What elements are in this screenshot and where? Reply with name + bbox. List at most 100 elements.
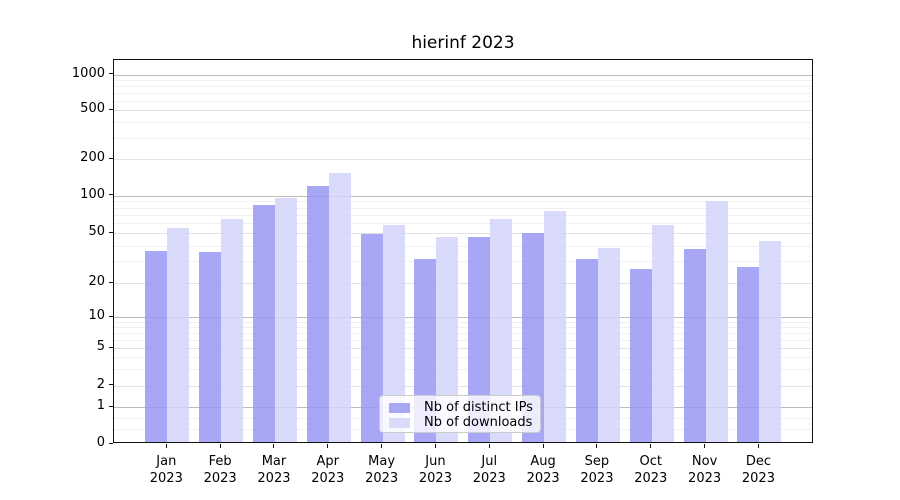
bar-downloads-mar <box>274 198 297 442</box>
plot-area: Nb of distinct IPs Nb of downloads <box>113 59 813 443</box>
y-tick-mark <box>109 281 113 283</box>
y-tick-label: 1 <box>96 398 105 414</box>
decade-gridline <box>114 74 812 76</box>
y-tick-label: 200 <box>80 150 105 166</box>
y-tick-label: 5 <box>96 339 105 355</box>
x-tick-mark <box>704 444 706 448</box>
minor-gridline <box>114 327 812 329</box>
legend-entry-downloads: Nb of downloads <box>389 415 533 430</box>
legend-swatch-distinct-ips <box>389 402 410 413</box>
minor-gridline <box>114 86 812 88</box>
bar-downloads-jan <box>167 228 190 442</box>
x-tick-label: Aug 2023 <box>526 454 560 486</box>
bar-downloads-jul <box>490 218 513 442</box>
decade-gridline <box>114 195 812 197</box>
bar-distinct-ips-aug <box>522 232 545 442</box>
y-tick-label: 500 <box>80 101 105 116</box>
x-tick-label: Jul 2023 <box>472 454 506 486</box>
bar-distinct-ips-mar <box>252 204 275 442</box>
minor-gridline <box>114 333 812 335</box>
x-tick-label: Dec 2023 <box>741 454 775 486</box>
y-tick-mark <box>109 73 113 75</box>
x-tick-mark <box>650 444 652 448</box>
y-tick-label: 0 <box>96 435 105 450</box>
major-gridline <box>114 283 812 285</box>
bar-downloads-aug <box>544 210 567 442</box>
legend-swatch-downloads <box>389 417 410 428</box>
minor-gridline <box>114 369 812 371</box>
y-tick-mark <box>109 231 113 233</box>
bar-distinct-ips-oct <box>629 269 652 442</box>
minor-gridline <box>114 207 812 209</box>
bar-distinct-ips-jul <box>468 237 491 442</box>
bar-downloads-jun <box>436 237 459 442</box>
y-tick-label: 20 <box>88 274 105 290</box>
major-gridline <box>114 348 812 350</box>
bar-downloads-oct <box>651 225 674 442</box>
minor-gridline <box>114 223 812 225</box>
minor-gridline <box>114 92 812 94</box>
legend-entry-distinct-ips: Nb of distinct IPs <box>389 400 533 415</box>
x-tick-mark <box>165 444 167 448</box>
minor-gridline <box>114 201 812 203</box>
x-tick-mark <box>327 444 329 448</box>
major-gridline <box>114 385 812 387</box>
bar-downloads-dec <box>759 240 782 442</box>
bar-distinct-ips-apr <box>306 186 329 442</box>
x-tick-label: Feb 2023 <box>203 454 237 486</box>
x-tick-label: May 2023 <box>365 454 399 486</box>
x-tick-mark <box>596 444 598 448</box>
minor-gridline <box>114 80 812 82</box>
x-tick-label: Nov 2023 <box>688 454 722 486</box>
minor-gridline <box>114 322 812 324</box>
x-tick-label: Mar 2023 <box>257 454 291 486</box>
x-tick-mark <box>273 444 275 448</box>
x-tick-label: Oct 2023 <box>634 454 668 486</box>
y-tick-mark <box>109 194 113 196</box>
chart-title: hierinf 2023 <box>411 33 515 53</box>
x-tick-mark <box>381 444 383 448</box>
y-tick-mark <box>109 384 113 386</box>
legend: Nb of distinct IPs Nb of downloads <box>379 395 541 433</box>
bar-downloads-nov <box>705 200 728 442</box>
minor-gridline <box>114 340 812 342</box>
x-tick-mark <box>434 444 436 448</box>
x-tick-label: Sep 2023 <box>580 454 614 486</box>
y-tick-label: 100 <box>80 186 105 202</box>
bar-distinct-ips-jan <box>145 250 168 442</box>
bar-distinct-ips-dec <box>737 267 760 442</box>
legend-label-downloads: Nb of downloads <box>424 415 533 430</box>
minor-gridline <box>114 100 812 102</box>
minor-gridline <box>114 261 812 263</box>
y-tick-mark <box>109 442 113 444</box>
bar-downloads-sep <box>597 247 620 442</box>
bar-distinct-ips-feb <box>199 252 222 442</box>
bar-downloads-apr <box>328 173 351 442</box>
major-gridline <box>114 110 812 111</box>
major-gridline <box>114 159 812 161</box>
y-tick-mark <box>109 346 113 348</box>
y-tick-label: 50 <box>88 224 105 240</box>
minor-gridline <box>114 215 812 217</box>
bar-distinct-ips-may <box>360 233 383 442</box>
bar-distinct-ips-sep <box>575 259 598 442</box>
y-tick-label: 1000 <box>71 65 105 81</box>
minor-gridline <box>114 122 812 124</box>
y-tick-mark <box>109 157 113 159</box>
bar-downloads-may <box>382 225 405 442</box>
minor-gridline <box>114 357 812 359</box>
major-gridline <box>114 233 812 235</box>
bar-distinct-ips-nov <box>683 249 706 442</box>
x-tick-label: Apr 2023 <box>311 454 345 486</box>
x-tick-label: Jan 2023 <box>149 454 183 486</box>
x-tick-mark <box>488 444 490 448</box>
x-tick-mark <box>757 444 759 448</box>
y-tick-label: 10 <box>88 308 105 324</box>
legend-label-distinct-ips: Nb of distinct IPs <box>424 400 533 415</box>
y-tick-mark <box>109 405 113 407</box>
x-tick-label: Jun 2023 <box>418 454 452 486</box>
y-tick-label: 2 <box>96 376 105 392</box>
y-tick-mark <box>109 108 113 110</box>
bar-downloads-feb <box>221 218 244 442</box>
